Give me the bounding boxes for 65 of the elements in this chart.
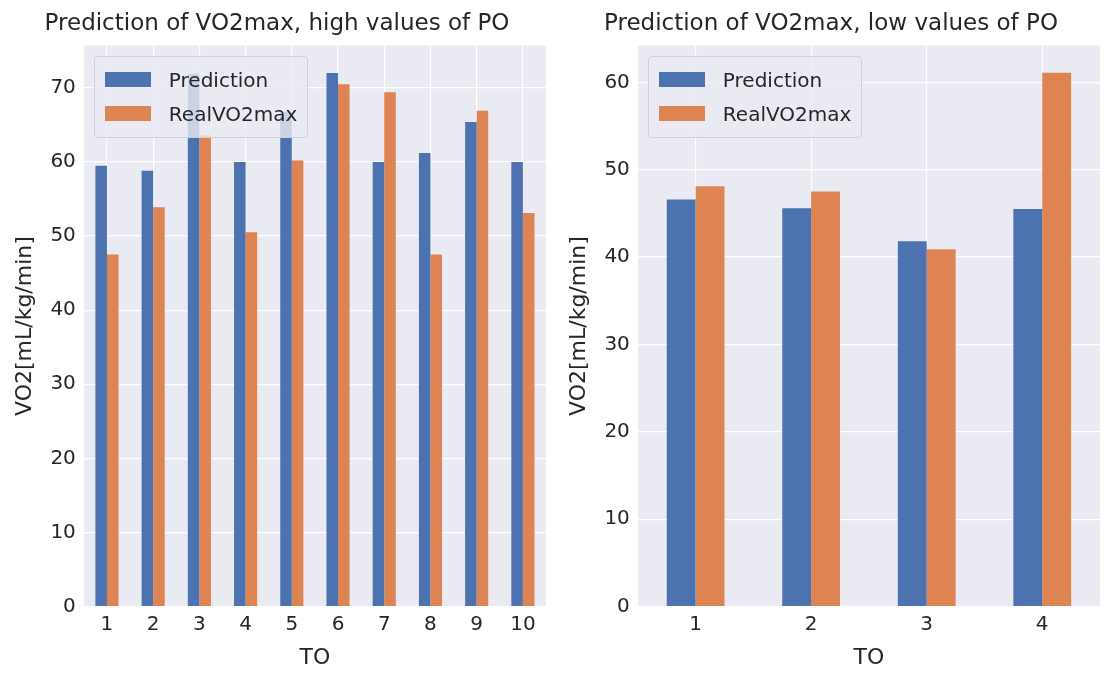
bar — [326, 73, 339, 606]
bar — [695, 186, 725, 606]
x-tick-label: 3 — [193, 610, 206, 635]
y-tick-label: 40 — [604, 243, 630, 268]
y-tick-label: 60 — [50, 148, 76, 173]
bar — [465, 121, 477, 606]
y-tick-label: 70 — [50, 74, 76, 99]
x-tick-label: 6 — [331, 610, 345, 635]
bar — [782, 208, 812, 606]
x-axis-title: TO — [852, 643, 885, 669]
y-tick-label: 50 — [50, 222, 76, 247]
bar — [245, 232, 258, 606]
y-tick-label: 0 — [63, 592, 76, 617]
x-tick-label: 4 — [239, 610, 252, 635]
bar — [811, 191, 841, 606]
y-tick-label: 50 — [604, 155, 630, 180]
bar — [338, 84, 350, 606]
x-tick-label: 7 — [377, 610, 391, 635]
bar — [199, 135, 211, 606]
y-tick-label: 40 — [50, 296, 76, 321]
y-tick-label: 20 — [604, 418, 630, 443]
bar — [926, 249, 956, 606]
bar — [95, 165, 107, 606]
bar — [291, 160, 304, 606]
bar — [1013, 209, 1043, 606]
x-tick-label: 2 — [804, 610, 818, 635]
x-tick-label: 10 — [510, 610, 536, 635]
y-axis-title: VO2[mL/kg/min] — [10, 236, 36, 417]
y-tick-label: 0 — [617, 592, 630, 617]
legend-label: RealVO2max — [168, 101, 298, 126]
bar — [430, 254, 443, 606]
y-tick-label: 60 — [604, 68, 630, 93]
bar — [511, 161, 523, 606]
legend-label: Prediction — [722, 67, 823, 92]
x-tick-label: 5 — [285, 610, 299, 635]
y-tick-label: 30 — [604, 330, 630, 355]
x-tick-label: 8 — [424, 610, 437, 635]
y-tick-label: 30 — [50, 370, 76, 395]
x-tick-label: 3 — [920, 610, 934, 635]
bar — [153, 207, 165, 606]
y-tick-label: 20 — [50, 444, 76, 469]
y-axis-title: VO2[mL/kg/min] — [564, 236, 590, 417]
bar — [106, 254, 119, 606]
chart-title: Prediction of VO2max, low values of PO — [603, 8, 1059, 35]
bar — [418, 153, 431, 606]
bar — [666, 199, 696, 606]
x-tick-label: 1 — [100, 610, 114, 635]
x-tick-label: 2 — [146, 610, 160, 635]
x-tick-label: 4 — [1035, 610, 1049, 635]
x-axis-title: TO — [298, 643, 331, 669]
bar — [522, 213, 535, 606]
bar — [384, 92, 396, 606]
bar — [1042, 72, 1072, 606]
chart-title: Prediction of VO2max, high values of PO — [44, 8, 510, 35]
x-tick-label: 1 — [689, 610, 702, 635]
bar — [897, 241, 927, 606]
y-tick-label: 10 — [50, 518, 76, 543]
bar — [372, 161, 385, 606]
x-tick-label: 9 — [470, 610, 484, 635]
legend-label: RealVO2max — [722, 101, 852, 126]
bar — [476, 110, 489, 606]
y-tick-label: 10 — [604, 505, 630, 530]
legend-label: Prediction — [168, 67, 269, 92]
bar — [234, 161, 246, 606]
bar — [141, 170, 154, 606]
